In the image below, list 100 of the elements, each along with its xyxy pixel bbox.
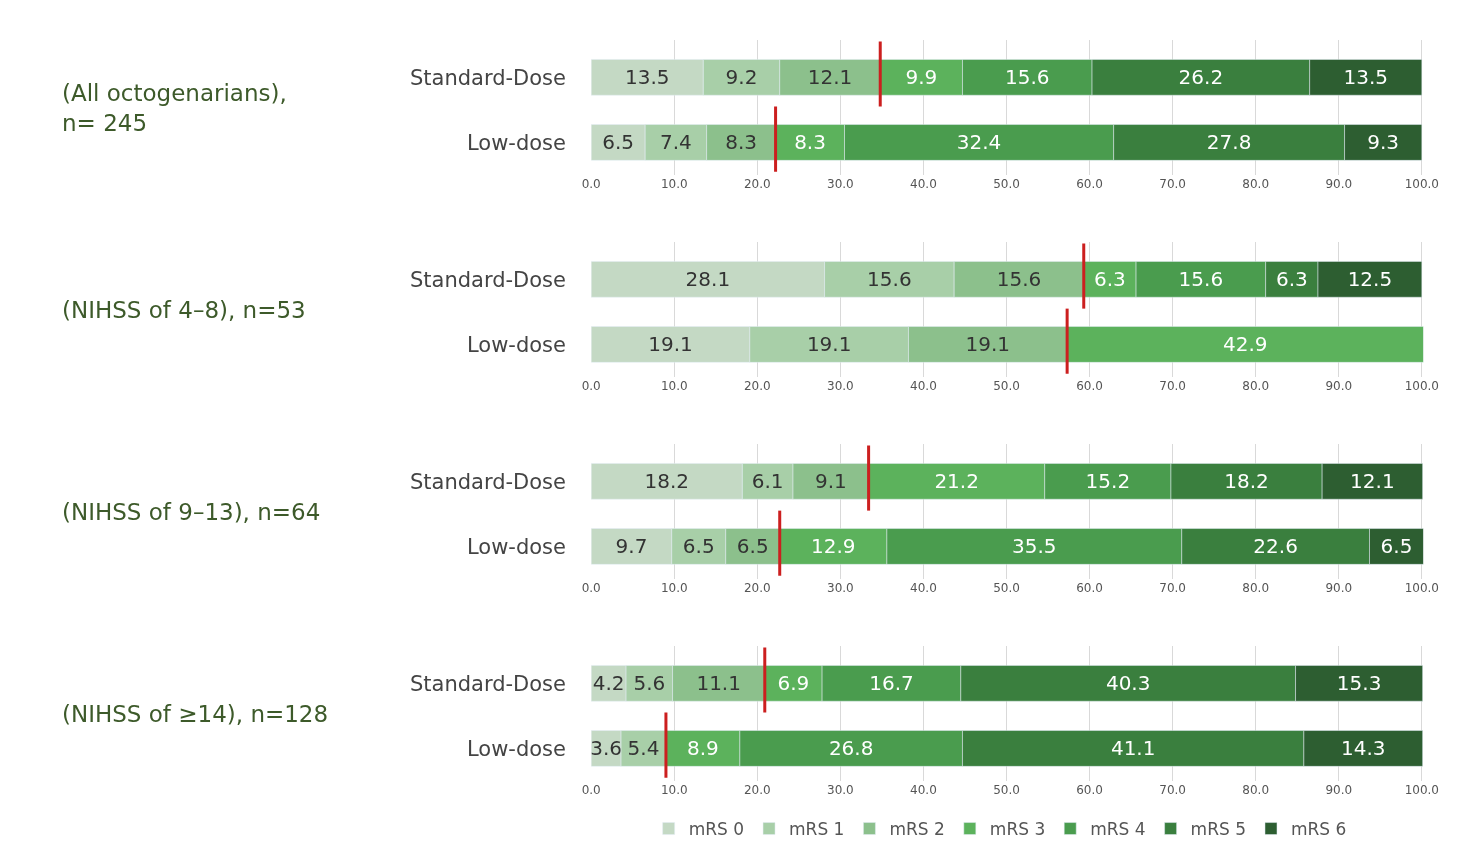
x-tick-label: 100.0: [1404, 177, 1439, 191]
x-tick-label: 20.0: [743, 379, 771, 393]
text: (NIHSS of ≥14), n=128: [62, 701, 329, 727]
data-label: 26.8: [828, 736, 874, 761]
data-label: 19.1: [648, 332, 693, 357]
data-label: 18.2: [644, 469, 690, 494]
x-tick-label: 20.0: [743, 581, 771, 595]
x-tick-label: 80.0: [1242, 783, 1270, 797]
data-label: 9.1: [814, 469, 847, 494]
data-label: 8.3: [725, 130, 758, 155]
data-label: 5.6: [633, 671, 666, 696]
x-tick-label: 20.0: [743, 783, 771, 797]
data-label: 12.5: [1347, 267, 1393, 292]
data-label: 21.2: [934, 469, 979, 494]
x-tick-label: 20.0: [743, 177, 771, 191]
x-tick-label: 80.0: [1242, 177, 1270, 191]
data-label: 22.6: [1253, 534, 1298, 559]
legend-label: mRS 1: [789, 819, 845, 840]
x-tick-label: 70.0: [1159, 177, 1186, 191]
data-label: 8.9: [686, 736, 719, 761]
legend-label: mRS 2: [889, 819, 945, 840]
x-tick-label: 30.0: [827, 581, 854, 595]
data-label: 28.1: [685, 267, 731, 292]
x-tick-label: 0.0: [581, 177, 601, 191]
data-label: 26.2: [1178, 65, 1224, 90]
data-label: 12.1: [807, 65, 853, 90]
x-tick-label: 0.0: [581, 581, 601, 595]
x-tick-label: 50.0: [993, 783, 1020, 797]
text: (NIHSS of 9–13), n=64: [62, 499, 321, 525]
data-label: 8.3: [794, 130, 826, 155]
data-label: 27.8: [1206, 130, 1252, 155]
x-tick-label: 80.0: [1242, 379, 1270, 393]
bar: [1066, 326, 1424, 363]
data-label: 40.3: [1105, 671, 1151, 696]
x-tick-label: 100.0: [1404, 581, 1439, 595]
x-tick-label: 50.0: [993, 379, 1020, 393]
data-label: 6.1: [751, 469, 784, 494]
text: (All octogenarians), n= 245: [62, 80, 287, 136]
data-label: 15.6: [867, 267, 912, 292]
x-tick-label: 100.0: [1404, 379, 1439, 393]
x-tick-label: 90.0: [1325, 379, 1353, 393]
data-label: 6.5: [682, 534, 715, 559]
x-tick-label: 40.0: [910, 379, 937, 393]
data-label: 15.3: [1336, 671, 1382, 696]
x-tick-label: 40.0: [910, 783, 937, 797]
data-label: 19.1: [965, 332, 1011, 357]
data-label: 5.4: [627, 736, 660, 761]
y-tick-label: Low-dose: [466, 130, 566, 155]
data-label: 4.2: [592, 671, 625, 696]
data-label: 6.3: [1275, 267, 1308, 292]
y-tick-label: Low-dose: [466, 736, 566, 761]
data-label: 14.3: [1340, 736, 1386, 761]
x-tick-label: 40.0: [910, 177, 937, 191]
x-tick-label: 70.0: [1159, 379, 1186, 393]
x-tick-label: 60.0: [1076, 581, 1103, 595]
data-label: 16.7: [869, 671, 914, 696]
legend-label: mRS 0: [688, 819, 745, 840]
data-label: 6.5: [736, 534, 769, 559]
data-label: 9.7: [615, 534, 648, 559]
x-tick-label: 10.0: [660, 581, 688, 595]
x-tick-label: 100.0: [1404, 783, 1439, 797]
data-label: 3.6: [590, 736, 623, 761]
legend-label: mRS 5: [1190, 819, 1246, 840]
data-label: 6.5: [1380, 534, 1413, 559]
x-tick-label: 10.0: [660, 177, 688, 191]
x-tick-label: 50.0: [993, 177, 1020, 191]
data-label: 7.4: [659, 130, 692, 155]
data-label: 42.9: [1223, 332, 1268, 357]
x-tick-label: 10.0: [660, 783, 688, 797]
x-tick-label: 70.0: [1159, 783, 1186, 797]
x-tick-label: 30.0: [827, 379, 854, 393]
data-label: 41.1: [1110, 736, 1156, 761]
data-label: 13.5: [1343, 65, 1389, 90]
y-tick-label: Standard-Dose: [409, 267, 566, 292]
x-tick-label: 90.0: [1325, 783, 1353, 797]
data-label: 15.2: [1085, 469, 1131, 494]
data-label: 9.9: [905, 65, 938, 90]
x-tick-label: 60.0: [1076, 177, 1103, 191]
data-label: 15.6: [1005, 65, 1050, 90]
x-tick-label: 90.0: [1325, 581, 1353, 595]
x-tick-label: 80.0: [1242, 581, 1270, 595]
data-label: 12.9: [811, 534, 856, 559]
data-label: 35.5: [1012, 534, 1057, 559]
x-tick-label: 90.0: [1325, 177, 1353, 191]
data-label: 6.9: [777, 671, 810, 696]
data-label: 9.2: [725, 65, 758, 90]
x-tick-label: 40.0: [910, 581, 937, 595]
data-label: 13.5: [624, 65, 670, 90]
y-tick-label: Low-dose: [466, 534, 566, 559]
data-label: 6.3: [1094, 267, 1126, 292]
x-tick-label: 0.0: [581, 379, 601, 393]
x-tick-label: 0.0: [581, 783, 601, 797]
data-label: 15.6: [1178, 267, 1224, 292]
legend-label: mRS 4: [1090, 819, 1146, 840]
x-tick-label: 10.0: [660, 379, 688, 393]
data-label: 15.6: [996, 267, 1042, 292]
data-label: 6.5: [602, 130, 635, 155]
data-label: 19.1: [806, 332, 852, 357]
data-label: 18.2: [1224, 469, 1269, 494]
x-tick-label: 50.0: [993, 581, 1020, 595]
